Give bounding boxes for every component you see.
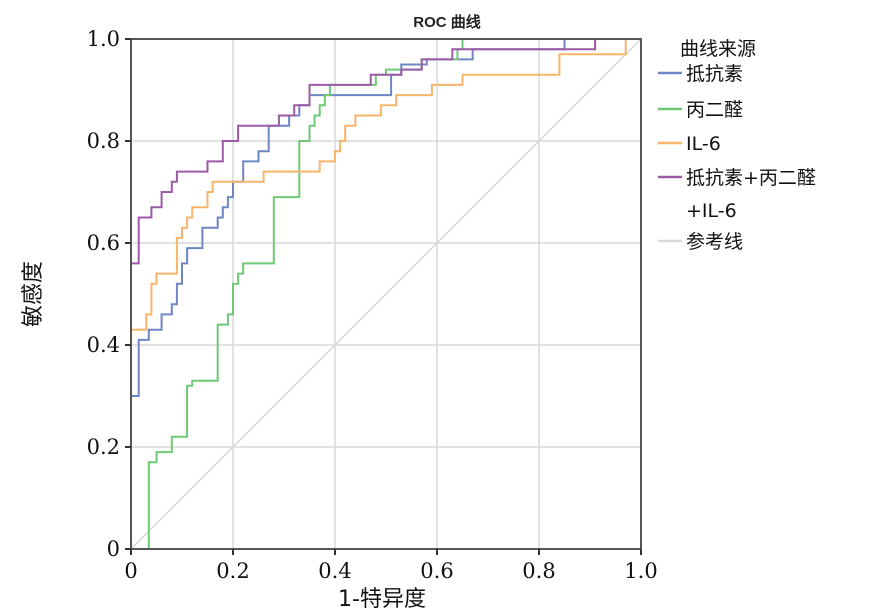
series-line-1	[131, 38, 641, 550]
legend-title: 曲线来源	[680, 38, 756, 60]
y-axis-label: 敏感度	[21, 261, 46, 327]
series-line-3	[130, 38, 641, 549]
legend-item-4: 参考线	[686, 231, 743, 253]
y-tick-label: 0.2	[87, 435, 120, 459]
legend-item-3: 抵抗素+丙二醛+IL-6	[686, 167, 816, 222]
y-tick-label: 1.0	[87, 27, 120, 51]
chart-title: ROC 曲线	[413, 13, 481, 31]
x-tick-label: 1.0	[624, 559, 657, 583]
legend-item-1: 丙二醛	[686, 99, 743, 121]
legend-item-2: IL-6	[686, 133, 721, 155]
reference-line-layer	[130, 38, 642, 550]
legend-item-0: 抵抗素	[686, 63, 743, 85]
y-axis-ticks: 0 0.2 0.4 0.6 0.8 1.0	[87, 27, 131, 561]
series-line-2	[130, 38, 641, 549]
y-tick-label: 0.4	[87, 333, 120, 357]
plot-frame	[130, 38, 642, 550]
x-tick-label: 0.4	[318, 559, 351, 583]
y-tick-label: 0.8	[87, 129, 120, 153]
series-line-4	[130, 38, 642, 550]
y-tick-label: 0.6	[87, 231, 120, 255]
x-tick-label: 0.6	[420, 559, 453, 583]
x-tick-label: 0.8	[522, 559, 555, 583]
y-tick-label: 0	[107, 537, 120, 561]
x-tick-label: 0	[124, 559, 137, 583]
series-layer	[130, 38, 641, 550]
x-tick-label: 0.2	[216, 559, 249, 583]
x-axis-label: 1-特异度	[338, 587, 426, 611]
x-axis-ticks: 0 0.2 0.4 0.6 0.8 1.0	[124, 549, 658, 583]
